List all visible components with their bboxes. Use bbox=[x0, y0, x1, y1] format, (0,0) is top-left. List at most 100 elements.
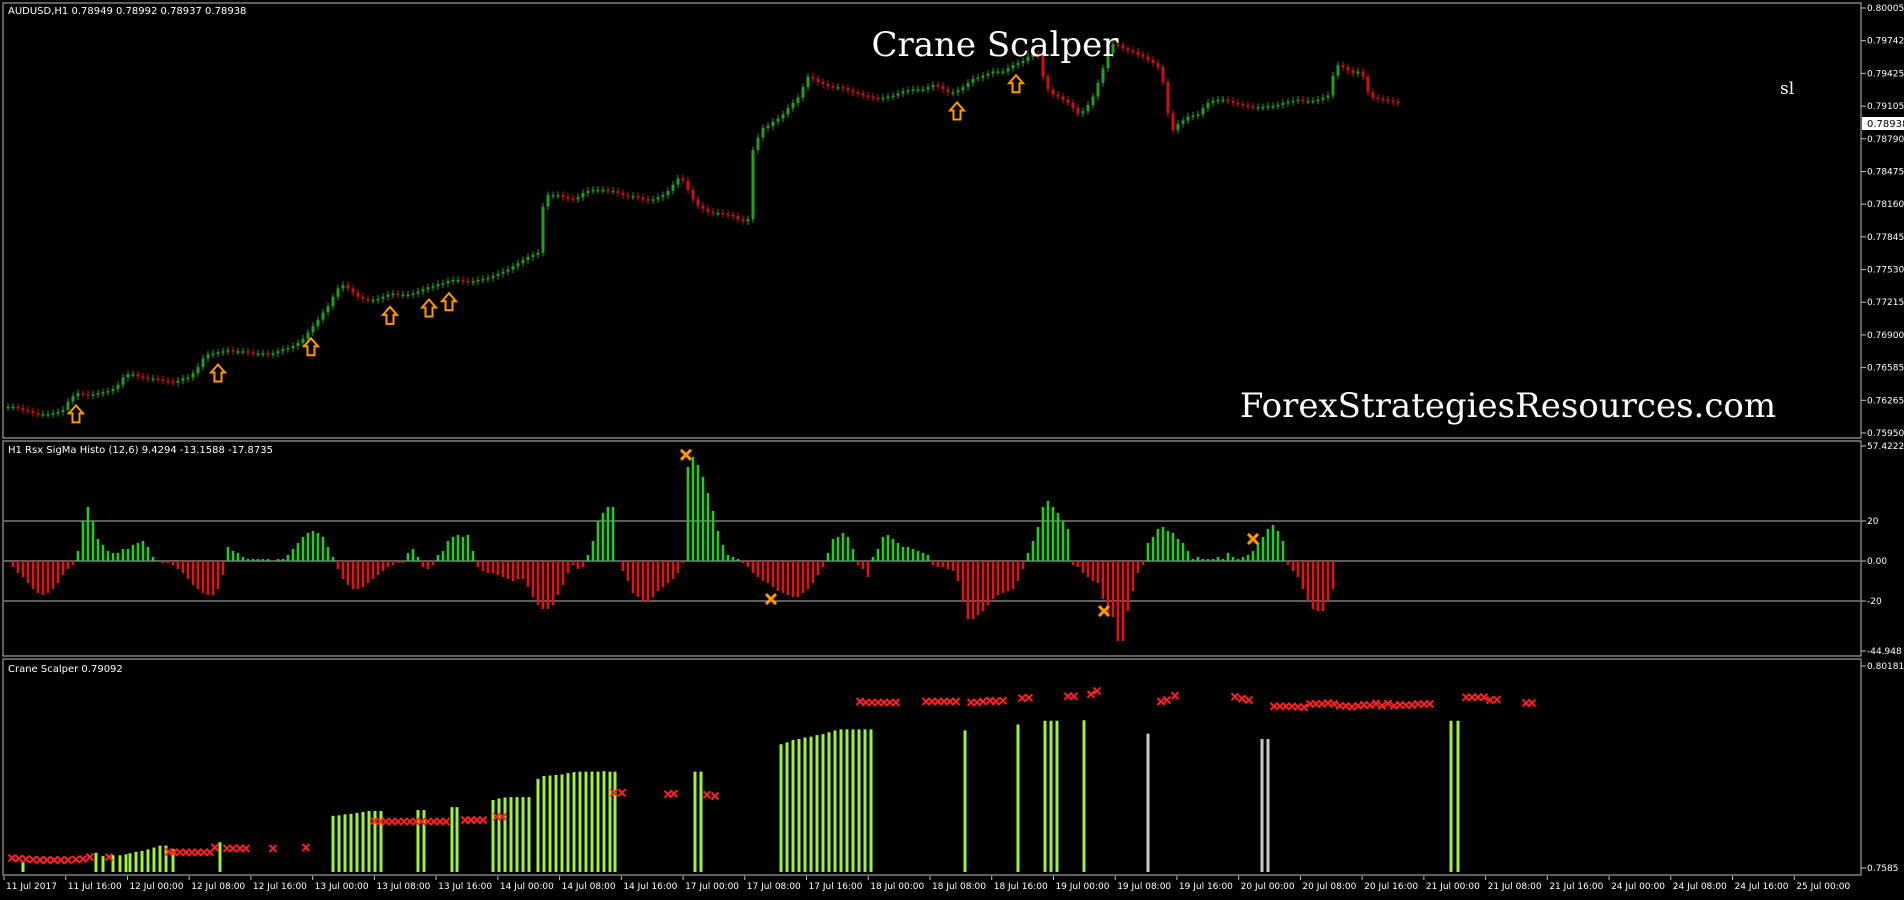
candle-body bbox=[1356, 71, 1360, 74]
current-price-marker bbox=[1862, 117, 1904, 130]
candle-body bbox=[166, 380, 170, 383]
candle-body bbox=[396, 293, 400, 296]
candle-body bbox=[701, 205, 705, 209]
rsx-tick-label: -20 bbox=[1867, 597, 1882, 607]
candle-body bbox=[1156, 63, 1160, 68]
candle-body bbox=[1351, 70, 1355, 74]
x-tick-label: 17 Jul 08:00 bbox=[747, 882, 801, 892]
candle-body bbox=[1226, 99, 1230, 102]
x-tick-label: 14 Jul 16:00 bbox=[623, 882, 677, 892]
buy-arrow-icon bbox=[419, 297, 439, 318]
candle-body bbox=[986, 73, 990, 76]
candle-body bbox=[446, 281, 450, 284]
candle-body bbox=[1021, 60, 1025, 64]
candle-body bbox=[101, 392, 105, 394]
buy-arrow-icon bbox=[380, 305, 400, 325]
price-tick-label: 0.78475 bbox=[1867, 167, 1904, 177]
crane-x-marker bbox=[1017, 693, 1027, 703]
x-tick-label: 14 Jul 00:00 bbox=[500, 882, 554, 892]
x-tick-label: 24 Jul 16:00 bbox=[1735, 882, 1789, 892]
candle-body bbox=[261, 353, 265, 355]
candle-body bbox=[1346, 67, 1350, 71]
candle-body bbox=[431, 286, 435, 288]
candle-body bbox=[296, 342, 300, 347]
candle-body bbox=[961, 87, 965, 91]
candle-body bbox=[1251, 105, 1255, 108]
candle-body bbox=[1231, 100, 1235, 103]
candle-body bbox=[1036, 53, 1040, 56]
candle-body bbox=[1211, 100, 1215, 103]
price-tick-label: 0.80005 bbox=[1867, 4, 1904, 14]
candle-body bbox=[626, 195, 630, 197]
candle-body bbox=[1381, 98, 1385, 101]
crane-x-marker bbox=[42, 855, 52, 865]
candle-body bbox=[1161, 67, 1165, 82]
candle-body bbox=[331, 296, 335, 307]
candle-body bbox=[411, 293, 415, 296]
candle-body bbox=[661, 195, 665, 198]
candle-body bbox=[1026, 56, 1030, 61]
crane-x-marker bbox=[1237, 694, 1247, 703]
candle-body bbox=[1206, 102, 1210, 109]
price-tick-label: 0.76900 bbox=[1867, 331, 1904, 341]
candle-body bbox=[191, 373, 195, 378]
crane-x-marker bbox=[891, 698, 901, 707]
rsx-y-axis: 57.4222 20 0.00 -20 -44.948 bbox=[1861, 442, 1904, 657]
candle-body bbox=[711, 211, 715, 214]
candle-body bbox=[16, 406, 20, 409]
crane-x-marker bbox=[1527, 698, 1537, 708]
price-tick-label: 0.76265 bbox=[1867, 396, 1904, 406]
candle-body bbox=[106, 391, 110, 393]
crane-y-axis: 0.80181 0.7585 bbox=[1861, 662, 1904, 874]
price-panel[interactable]: AUDUSD,H1 0.78949 0.78992 0.78937 0.7893… bbox=[3, 3, 1904, 439]
price-panel-frame bbox=[2, 2, 1862, 439]
candle-body bbox=[681, 178, 685, 181]
candle-body bbox=[566, 197, 570, 199]
candle-body bbox=[616, 190, 620, 193]
candle-body bbox=[486, 277, 490, 280]
rsx-signal-x-marker bbox=[1246, 532, 1260, 546]
crane-x-marker bbox=[702, 790, 712, 799]
price-tick-label: 0.78160 bbox=[1867, 200, 1904, 210]
crane-x-marker bbox=[1479, 692, 1489, 702]
candle-body bbox=[501, 271, 505, 274]
candle-body bbox=[571, 198, 575, 200]
candle-body bbox=[1191, 115, 1195, 117]
crane-panel-header: Crane Scalper 0.79092 bbox=[8, 664, 123, 675]
candle-body bbox=[741, 219, 745, 222]
candle-body bbox=[1151, 59, 1155, 64]
candle-body bbox=[416, 291, 420, 294]
candle-body bbox=[591, 189, 595, 192]
price-tick-label: 0.76585 bbox=[1867, 364, 1904, 374]
candle-body bbox=[896, 93, 900, 96]
candle-body bbox=[726, 213, 730, 216]
candle-body bbox=[1126, 48, 1130, 51]
candle-body bbox=[1256, 107, 1260, 109]
candle-body bbox=[1311, 100, 1315, 103]
candle-body bbox=[836, 87, 840, 89]
price-y-axis: 0.80005 0.79742 0.79425 0.79105 0.78790 0.784… bbox=[1861, 4, 1904, 439]
price-tick-label: 0.75950 bbox=[1867, 429, 1904, 439]
candle-body bbox=[321, 312, 325, 320]
chart-title: Crane Scalper bbox=[872, 25, 1120, 65]
candle-body bbox=[61, 409, 65, 413]
candle-body bbox=[1291, 100, 1295, 103]
candle-body bbox=[1266, 105, 1270, 108]
candle-body bbox=[461, 279, 465, 282]
candle-body bbox=[606, 189, 610, 192]
crane-x-marker bbox=[498, 812, 508, 821]
candle-body bbox=[1276, 104, 1280, 107]
candle-body bbox=[1271, 105, 1275, 108]
crane-x-marker bbox=[1425, 699, 1435, 709]
price-candles bbox=[6, 40, 1400, 418]
candle-body bbox=[971, 78, 975, 83]
buy-arrow-icon bbox=[439, 291, 459, 312]
candle-body bbox=[116, 384, 120, 389]
rsx-panel[interactable]: H1 Rsx SigMa Histo (12,6) 9.4294 -13.158… bbox=[2, 440, 1904, 657]
crane-panel[interactable]: Crane Scalper 0.79092 0.80181 0.7585 bbox=[2, 658, 1904, 876]
candle-body bbox=[536, 252, 540, 255]
crane-x-marker bbox=[1492, 695, 1502, 704]
candle-body bbox=[811, 76, 815, 79]
crane-x-markers bbox=[7, 686, 1537, 865]
